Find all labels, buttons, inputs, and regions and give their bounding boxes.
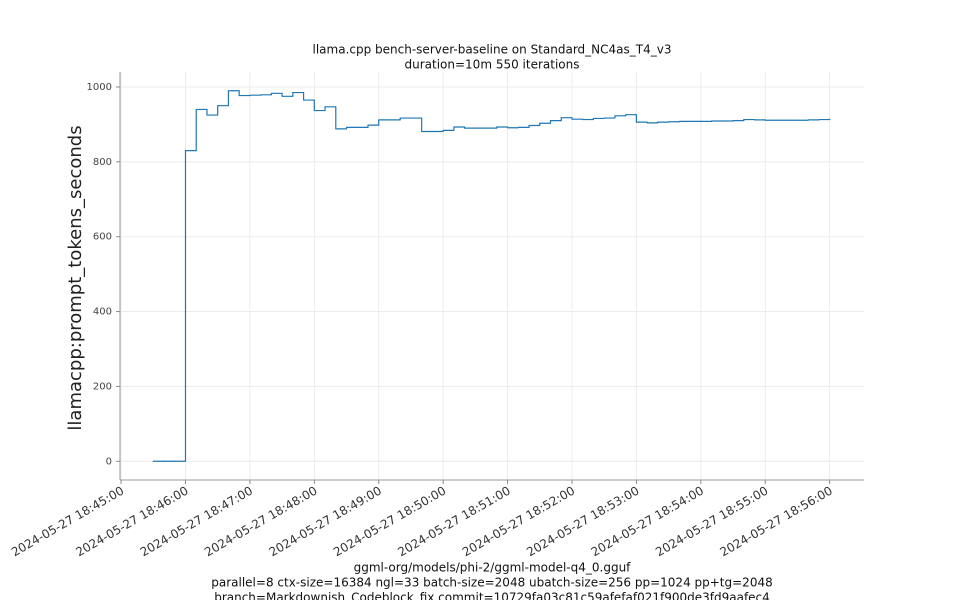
x-tick-label: 2024-05-27 18:45:00 xyxy=(9,484,126,560)
x-tick-label: 2024-05-27 18:48:00 xyxy=(202,484,319,560)
x-tick-label: 2024-05-27 18:52:00 xyxy=(460,484,577,560)
x-tick-label: 2024-05-27 18:46:00 xyxy=(73,484,190,560)
chart-subtitle: duration=10m 550 iterations xyxy=(405,58,580,72)
footer-line: parallel=8 ctx-size=16384 ngl=33 batch-s… xyxy=(211,576,772,590)
x-tick-label: 2024-05-27 18:51:00 xyxy=(395,484,512,560)
x-tick-label: 2024-05-27 18:54:00 xyxy=(589,484,706,560)
x-tick-label: 2024-05-27 18:47:00 xyxy=(138,484,255,560)
y-tick-label: 200 xyxy=(93,381,112,392)
footer-line: branch=Markdownish_Codeblock_fix commit=… xyxy=(214,591,770,600)
y-tick-label: 1000 xyxy=(87,82,112,93)
y-axis-label: llamacpp:prompt_tokens_seconds xyxy=(65,125,86,430)
x-tick-label: 2024-05-27 18:49:00 xyxy=(267,484,384,560)
x-tick-label: 2024-05-27 18:56:00 xyxy=(718,484,835,560)
x-tick-label: 2024-05-27 18:53:00 xyxy=(524,484,641,560)
x-tick-label: 2024-05-27 18:55:00 xyxy=(653,484,770,560)
chart-title: llama.cpp bench-server-baseline on Stand… xyxy=(313,43,672,57)
y-tick-label: 800 xyxy=(93,157,112,168)
y-tick-label: 0 xyxy=(106,456,112,467)
x-tick-label: 2024-05-27 18:50:00 xyxy=(331,484,448,560)
y-tick-label: 600 xyxy=(93,232,112,243)
y-tick-label: 400 xyxy=(93,307,112,318)
footer-line: ggml-org/models/phi-2/ggml-model-q4_0.gg… xyxy=(354,561,632,575)
